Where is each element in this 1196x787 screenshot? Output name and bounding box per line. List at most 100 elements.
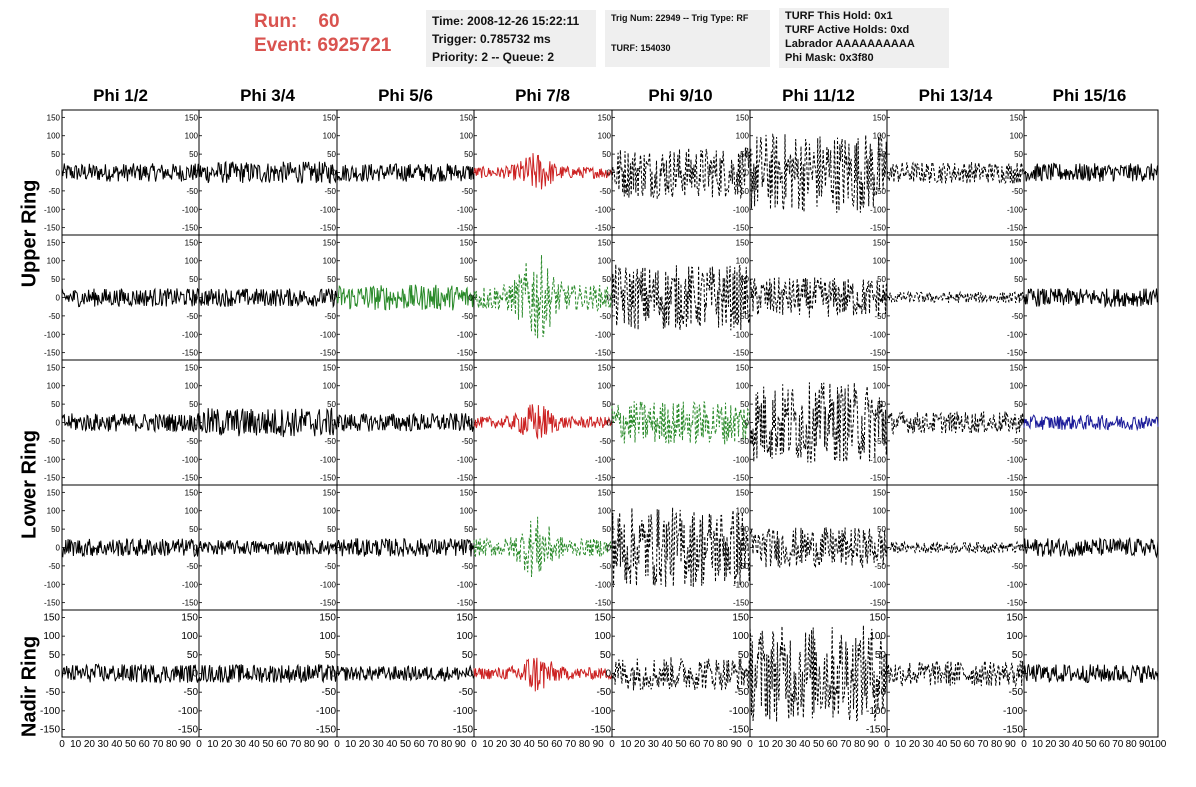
waveform-trace <box>336 537 475 558</box>
y-tick-label: 0 <box>880 669 886 680</box>
y-tick-label: -150 <box>1007 224 1024 233</box>
y-tick-label: 100 <box>43 631 60 642</box>
y-tick-label: -150 <box>729 725 749 736</box>
panel-r3-c3: -150 -100 -50 0 50 100 150 <box>320 359 475 486</box>
y-tick-label: 50 <box>464 525 473 534</box>
y-tick-label: 0 <box>469 544 474 553</box>
x-tick-label: 80 <box>991 739 1003 750</box>
x-tick-label: 60 <box>139 739 151 750</box>
y-tick-label: -150 <box>40 725 60 736</box>
panel-r4-c7: -150 -100 -50 0 50 100 150 <box>870 484 1025 611</box>
y-tick-label: -150 <box>320 224 337 233</box>
y-tick-label: 50 <box>877 525 886 534</box>
y-tick-label: -50 <box>48 312 60 321</box>
y-tick-label: -150 <box>182 599 199 608</box>
y-tick-label: 100 <box>323 257 337 266</box>
y-tick-label: 100 <box>873 382 887 391</box>
x-tick-label: 80 <box>854 739 866 750</box>
y-tick-label: -50 <box>1011 562 1023 571</box>
priority-line: Priority: 2 -- Queue: 2 <box>432 50 555 64</box>
y-tick-label: 0 <box>56 544 61 553</box>
y-tick-label: -100 <box>733 205 750 214</box>
waveform-trace <box>749 133 888 213</box>
x-tick-label: 40 <box>1072 739 1084 750</box>
y-tick-label: 100 <box>319 631 336 642</box>
y-tick-label: -50 <box>597 687 612 698</box>
y-tick-label: 100 <box>873 507 887 516</box>
y-tick-label: 150 <box>736 238 750 247</box>
x-tick-label: 20 <box>496 739 508 750</box>
x-tick-label: 30 <box>1059 739 1071 750</box>
y-tick-label: 0 <box>56 419 61 428</box>
waveform-trace <box>336 664 475 682</box>
y-tick-label: 50 <box>740 525 749 534</box>
y-tick-label: -50 <box>184 687 199 698</box>
x-tick-label: 10 <box>758 739 770 750</box>
y-tick-label: 50 <box>327 400 336 409</box>
y-tick-label: -100 <box>1003 706 1023 717</box>
panel-r3-c5: -150 -100 -50 0 50 100 150 <box>595 359 751 486</box>
column-header-phi-3-4: Phi 3/4 <box>240 86 295 105</box>
waveform-trace <box>749 382 888 463</box>
x-tick-label: 50 <box>125 739 137 750</box>
y-tick-label: 150 <box>460 238 474 247</box>
y-tick-label: 150 <box>598 488 612 497</box>
y-tick-label: -100 <box>733 455 750 464</box>
y-tick-label: 150 <box>323 363 337 372</box>
y-tick-label: -50 <box>1011 187 1023 196</box>
panel-frame <box>749 359 888 486</box>
y-tick-label: 0 <box>469 169 474 178</box>
y-tick-label: 150 <box>594 612 611 623</box>
y-tick-label: 150 <box>185 363 199 372</box>
y-tick-label: 150 <box>598 113 612 122</box>
x-tick-label: 90 <box>868 739 880 750</box>
y-tick-label: 100 <box>732 631 749 642</box>
waveform-trace <box>1023 414 1159 432</box>
y-tick-label: -50 <box>324 437 336 446</box>
y-tick-label: 100 <box>323 382 337 391</box>
y-tick-label: 0 <box>882 419 887 428</box>
y-tick-label: 100 <box>873 257 887 266</box>
y-tick-label: 100 <box>323 132 337 141</box>
x-tick-label: 70 <box>840 739 852 750</box>
y-tick-label: 0 <box>1019 544 1024 553</box>
y-tick-label: -150 <box>457 224 474 233</box>
column-header-phi-5-6: Phi 5/6 <box>378 86 433 105</box>
y-tick-label: 0 <box>1019 419 1024 428</box>
y-tick-label: -100 <box>320 580 337 589</box>
y-tick-label: 150 <box>732 612 749 623</box>
waveform-trace <box>886 540 1025 555</box>
y-tick-label: -100 <box>178 706 198 717</box>
waveform-trace <box>336 412 475 432</box>
y-tick-label: 50 <box>189 400 198 409</box>
y-tick-label: -100 <box>729 706 749 717</box>
y-tick-label: -50 <box>874 562 886 571</box>
y-tick-label: -100 <box>457 205 474 214</box>
x-tick-label: 10 <box>345 739 357 750</box>
y-tick-label: -50 <box>324 187 336 196</box>
panel-r1-c6: -150 -100 -50 0 50 100 150 <box>733 109 888 236</box>
y-tick-label: -50 <box>599 312 611 321</box>
y-tick-label: -50 <box>186 187 198 196</box>
y-tick-label: 100 <box>185 382 199 391</box>
y-tick-label: 50 <box>51 525 60 534</box>
y-tick-label: 100 <box>736 507 750 516</box>
x-tick-label: 60 <box>964 739 976 750</box>
panel-r2-c8: -150 -100 -50 0 50 100 150 <box>1007 234 1159 361</box>
x-tick-label: 60 <box>827 739 839 750</box>
y-tick-label: -50 <box>1009 687 1024 698</box>
y-tick-label: 0 <box>330 669 336 680</box>
y-tick-label: 0 <box>332 169 337 178</box>
y-tick-label: -100 <box>595 205 612 214</box>
y-tick-label: -150 <box>866 725 886 736</box>
panel-r4-c2: -150 -100 -50 0 50 100 150 <box>182 484 338 611</box>
y-tick-label: 100 <box>181 631 198 642</box>
y-tick-label: 150 <box>873 363 887 372</box>
y-tick-label: 100 <box>47 132 61 141</box>
y-tick-label: -150 <box>182 349 199 358</box>
waveform-trace <box>198 663 338 684</box>
x-tick-label: 90 <box>455 739 467 750</box>
y-tick-label: 50 <box>877 275 886 284</box>
y-tick-label: -100 <box>44 205 61 214</box>
y-tick-label: 100 <box>185 507 199 516</box>
